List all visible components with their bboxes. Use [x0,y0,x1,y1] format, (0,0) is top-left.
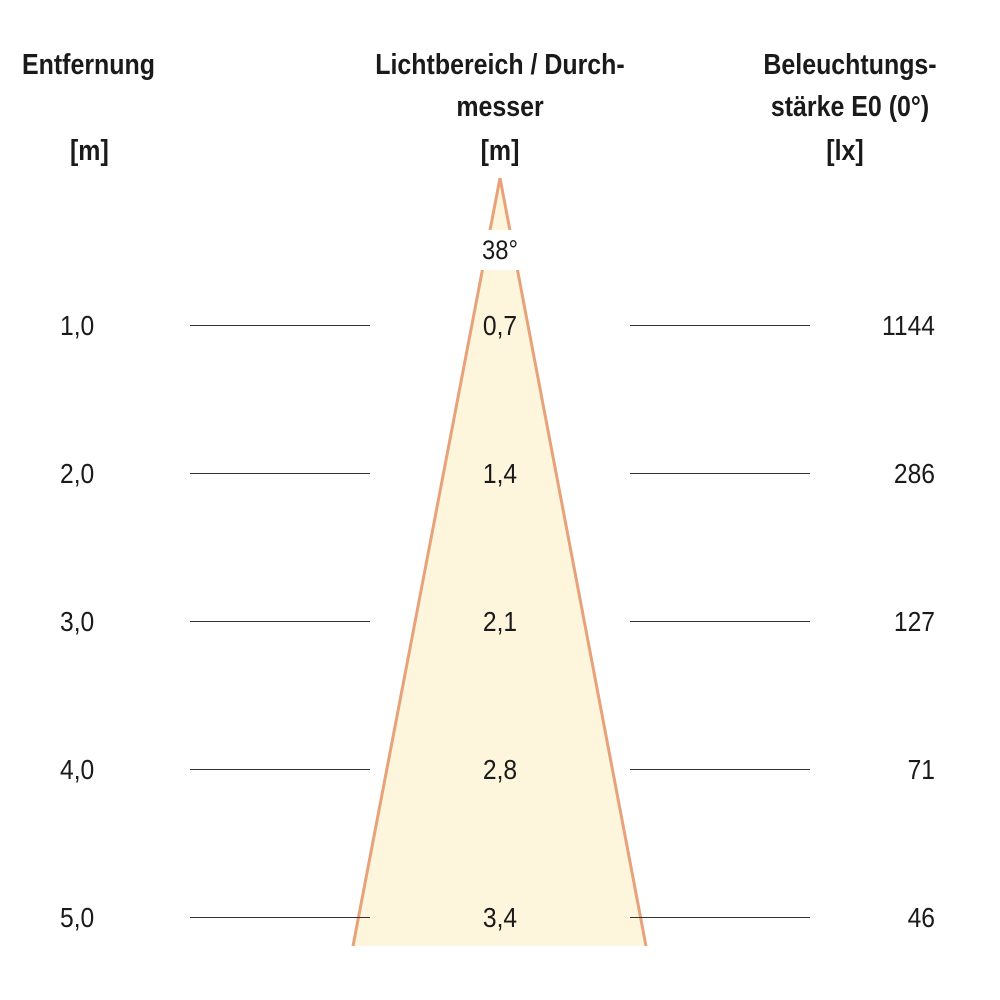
distance-value: 5,0 [60,902,95,933]
diameter-header-line2: messer [456,91,544,123]
illuminance-header: Beleuchtungs- stärke E0 (0°) [721,44,979,128]
leader-line-left [190,621,370,622]
illuminance-value: 71 [907,754,935,785]
distance-value: 3,0 [60,606,95,637]
distance-header: Entfernung [22,44,177,86]
table-row: 3,0 2,1 127 [0,602,1000,642]
illuminance-unit: [lx] [826,135,864,167]
diameter-unit: [m] [480,135,520,167]
leader-line-left [190,917,370,918]
leader-line-right [630,473,810,474]
beam-cone-fill [353,178,646,946]
beam-edge-left [351,177,502,947]
angle-label-backdrop [470,230,530,270]
diameter-header: Lichtbereich / Durch- messer [354,44,646,128]
illuminance-value: 286 [893,458,935,489]
beam-edge-right [498,177,648,947]
diameter-value: 2,8 [482,754,518,785]
diameter-value: 1,4 [482,458,518,489]
leader-line-right [630,325,810,326]
distance-value: 4,0 [60,754,95,785]
diameter-value: 0,7 [482,310,518,341]
illuminance-header-line1: Beleuchtungs- [763,49,937,81]
diameter-value: 2,1 [482,606,518,637]
leader-line-left [190,325,370,326]
table-row: 4,0 2,8 71 [0,750,1000,790]
illuminance-value: 1144 [882,310,935,341]
leader-line-right [630,769,810,770]
leader-line-left [190,769,370,770]
beam-angle-label: 38° [482,235,518,265]
diameter-header-line1: Lichtbereich / Durch- [375,49,625,81]
leader-line-left [190,473,370,474]
leader-line-right [630,621,810,622]
illuminance-value: 46 [907,902,935,933]
table-row: 2,0 1,4 286 [0,454,1000,494]
distance-unit: [m] [70,135,109,167]
distance-value: 1,0 [60,310,95,341]
table-row: 5,0 3,4 46 [0,898,1000,938]
table-row: 1,0 0,7 1144 [0,306,1000,346]
illuminance-value: 127 [893,606,935,637]
distance-value: 2,0 [60,458,95,489]
leader-line-right [630,917,810,918]
diameter-value: 3,4 [482,902,518,933]
illuminance-header-line2: stärke E0 (0°) [770,91,930,123]
distance-header-title: Entfernung [22,49,156,81]
